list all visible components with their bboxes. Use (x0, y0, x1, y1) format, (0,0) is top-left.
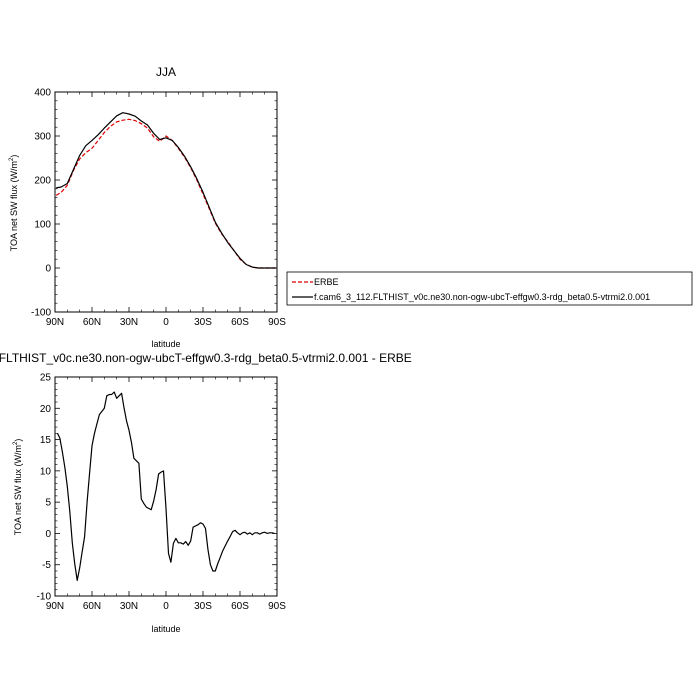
bottom-y-tick-label: 25 (40, 373, 52, 384)
bottom-y-tick-label: -10 (37, 592, 52, 603)
top-x-tick-label: 60S (231, 317, 249, 328)
bottom-y-tick-label: 15 (40, 435, 52, 446)
top-x-tick-label: 30N (120, 317, 138, 328)
svg-text:TOA net SW flux (W/m2): TOA net SW flux (W/m2) (13, 439, 23, 536)
bottom-y-tick-label: 5 (45, 498, 51, 509)
bottom-y-tick-label: -5 (42, 560, 51, 571)
top-series-line-model (56, 112, 276, 269)
bottom-x-tick-label: 60N (83, 601, 101, 612)
bottom-x-tick-label: 60S (231, 601, 249, 612)
bottom-plot-frame (54, 376, 278, 597)
legend-model-label: f.cam6_3_112.FLTHIST_v0c.ne30.non-ogw-ub… (314, 292, 650, 302)
top-chart-title: JJA (156, 65, 176, 79)
top-y-tick-label: -100 (31, 308, 51, 319)
top-x-tick-label: 30S (194, 317, 212, 328)
top-plot-frame (54, 91, 278, 313)
top-y-tick-label: 100 (34, 220, 51, 231)
top-y-tick-label: 200 (34, 176, 51, 187)
bottom-y-axis-label: TOA net SW flux (W/m2) (13, 439, 23, 536)
bottom-x-tick-label: 90S (268, 601, 286, 612)
top-panel: JJA TOA net SW flux (W/m2) latitude 90N 6… (9, 65, 286, 349)
bottom-series-line-difference (56, 391, 275, 582)
bottom-chart-title: f.cam6_3_112.FLTHIST_v0c.ne30.non-ogw-ub… (0, 351, 412, 365)
legend: ERBE f.cam6_3_112.FLTHIST_v0c.ne30.non-o… (286, 271, 693, 306)
top-x-tick-label: 90N (46, 317, 64, 328)
top-x-tick-label: 90S (268, 317, 286, 328)
bottom-x-tick-label: 0 (163, 601, 169, 612)
legend-box (286, 271, 693, 306)
bottom-x-tick-label: 30N (120, 601, 138, 612)
top-y-tick-label: 0 (45, 264, 51, 275)
bottom-x-axis-label: latitude (151, 624, 180, 634)
svg-text:TOA net SW flux (W/m2): TOA net SW flux (W/m2) (9, 155, 19, 252)
top-x-tick-label: 60N (83, 317, 101, 328)
bottom-x-tick-label: 90N (46, 601, 64, 612)
bottom-panel: f.cam6_3_112.FLTHIST_v0c.ne30.non-ogw-ub… (0, 351, 412, 634)
bottom-y-tick-label: 10 (40, 466, 52, 477)
bottom-y-tick-label: 20 (40, 404, 52, 415)
top-series-line-erbe (55, 118, 276, 269)
legend-erbe-label: ERBE (314, 277, 339, 287)
top-x-tick-label: 0 (163, 317, 169, 328)
top-y-axis-label: TOA net SW flux (W/m2) (9, 155, 19, 252)
top-x-axis-label: latitude (151, 339, 180, 349)
top-y-tick-label: 400 (34, 88, 51, 99)
bottom-x-tick-label: 30S (194, 601, 212, 612)
top-y-tick-label: 300 (34, 132, 51, 143)
bottom-y-tick-label: 0 (45, 529, 51, 540)
